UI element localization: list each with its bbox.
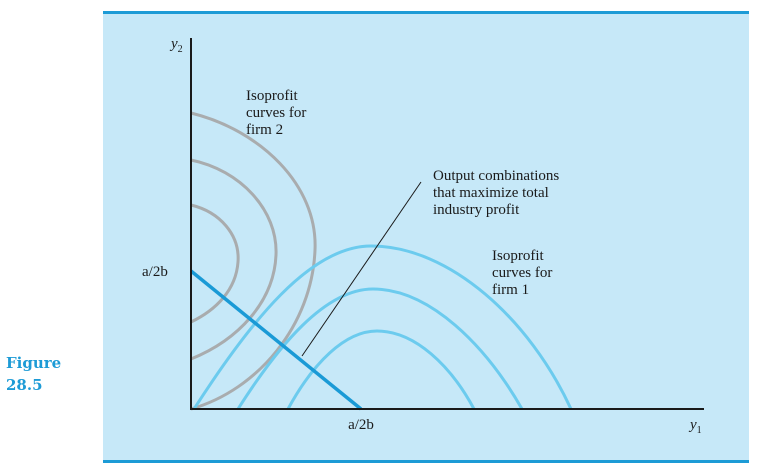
firm2-isoprofit-curve-outer <box>190 111 317 411</box>
firm1-annotation-line-3: firm 1 <box>492 282 529 298</box>
firm2-isoprofit-curves <box>190 111 317 411</box>
firm1-isoprofit-curve-middle <box>236 287 524 410</box>
profit-line-annotation: Output combinations that maximize total … <box>433 168 559 218</box>
top-rule <box>103 11 749 14</box>
firm2-annotation-line-2: curves for <box>246 105 306 121</box>
firm2-annotation-line-3: firm 2 <box>246 122 283 138</box>
industry-profit-line <box>189 269 363 411</box>
bottom-rule <box>103 460 749 463</box>
firm2-annotation: Isoprofit curves for firm 2 <box>246 88 306 138</box>
y-intercept-label: a/2b <box>142 264 168 280</box>
firm1-isoprofit-curve-inner <box>286 329 476 410</box>
figure-panel <box>103 11 749 463</box>
pointer-leader-line <box>301 181 422 357</box>
figure-label: Figure <box>6 354 62 372</box>
x-axis-label: y1 <box>688 417 702 436</box>
firm1-annotation-line-2: curves for <box>492 265 552 281</box>
firm1-annotation-line-1: Isoprofit <box>492 248 544 264</box>
firm1-annotation: Isoprofit curves for firm 1 <box>492 248 552 298</box>
firm2-annotation-line-1: Isoprofit <box>246 88 298 104</box>
profit-line-annotation-line-3: industry profit <box>433 202 520 218</box>
profit-line-annotation-line-1: Output combinations <box>433 168 559 184</box>
y-axis-label: y2 <box>169 36 183 55</box>
firm2-isoprofit-curve-middle <box>190 158 278 361</box>
profit-line-annotation-line-2: that maximize total <box>433 185 549 201</box>
firm1-isoprofit-curve-outer <box>192 244 573 410</box>
firm2-isoprofit-curve-inner <box>190 203 240 324</box>
x-intercept-label: a/2b <box>348 417 374 433</box>
figure-caption: Figure 28.5 <box>6 352 96 396</box>
figure-number: 28.5 <box>6 376 43 394</box>
